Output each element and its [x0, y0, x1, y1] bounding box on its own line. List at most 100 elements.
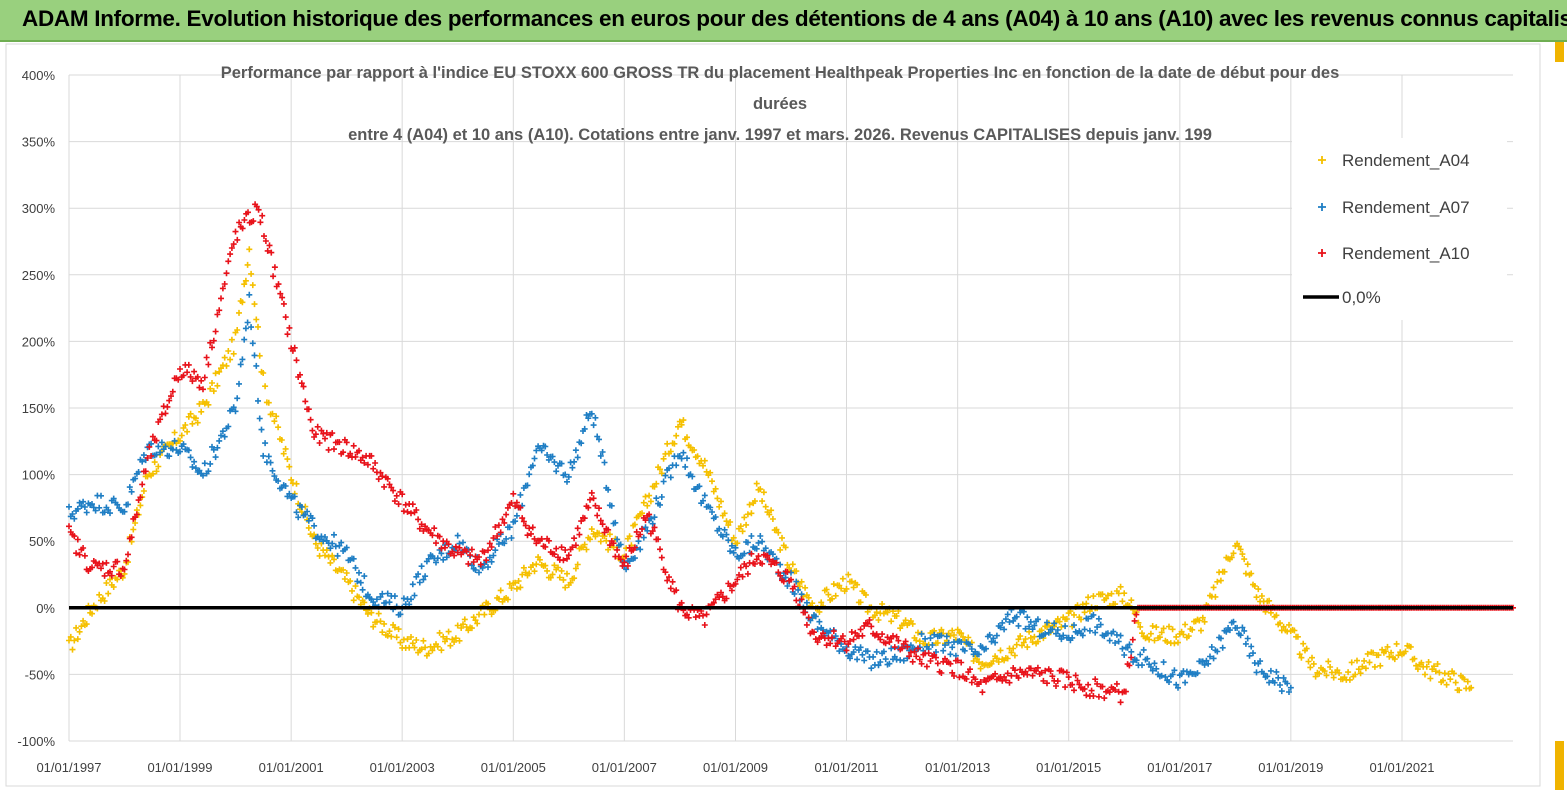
data-point — [1027, 665, 1034, 672]
data-point — [760, 489, 767, 496]
data-point — [1153, 624, 1160, 631]
data-point — [671, 440, 678, 447]
data-point — [1008, 649, 1015, 656]
data-point — [850, 649, 857, 656]
data-point — [291, 493, 298, 500]
data-point — [1271, 679, 1278, 686]
data-point — [241, 217, 248, 223]
data-point — [142, 468, 149, 475]
data-point — [1101, 695, 1108, 702]
data-point — [529, 524, 536, 531]
data-point — [384, 590, 391, 597]
data-point — [269, 467, 276, 474]
data-point — [212, 454, 219, 461]
data-point — [564, 555, 570, 562]
data-point — [192, 415, 199, 422]
data-point — [309, 515, 316, 522]
data-point — [218, 432, 224, 439]
data-point — [98, 565, 104, 572]
data-point — [1094, 680, 1101, 687]
data-point — [1088, 687, 1095, 694]
data-point — [171, 437, 178, 444]
data-point — [340, 449, 347, 456]
data-point — [578, 518, 585, 525]
data-point — [1034, 664, 1041, 671]
data-point — [900, 657, 907, 664]
corner-mark-top-right — [1555, 42, 1564, 62]
data-point — [902, 638, 909, 645]
data-point — [596, 530, 602, 537]
data-point — [667, 448, 674, 455]
data-point — [1146, 636, 1153, 643]
data-point — [983, 678, 989, 685]
data-point — [98, 492, 104, 499]
data-point — [223, 362, 230, 369]
data-point — [803, 621, 810, 628]
data-point — [1133, 611, 1140, 618]
data-point — [1286, 689, 1292, 695]
data-point — [485, 564, 491, 571]
data-point — [468, 562, 475, 569]
data-point — [716, 525, 723, 532]
data-point — [415, 571, 422, 578]
data-point — [605, 546, 612, 553]
data-point — [1450, 670, 1457, 677]
data-point — [420, 528, 427, 534]
data-point — [168, 393, 174, 400]
data-point — [153, 437, 160, 444]
data-point — [816, 618, 823, 625]
data-point — [972, 676, 979, 683]
data-point — [990, 635, 997, 642]
data-point — [667, 474, 674, 481]
data-point — [364, 591, 371, 598]
data-point — [572, 542, 579, 549]
data-point — [680, 449, 687, 456]
data-point — [684, 611, 690, 618]
data-point — [461, 616, 468, 623]
data-point — [148, 453, 155, 459]
data-point — [169, 388, 176, 395]
data-point — [80, 617, 87, 624]
data-point — [418, 521, 425, 528]
data-point — [413, 507, 420, 513]
data-point — [1113, 680, 1120, 687]
data-point — [205, 468, 212, 475]
data-point — [513, 499, 520, 506]
data-point — [92, 559, 99, 566]
legend-box — [1292, 138, 1507, 320]
data-point — [816, 608, 823, 615]
data-point — [947, 651, 954, 658]
data-point — [542, 562, 549, 569]
data-point — [1149, 623, 1156, 629]
data-point — [1047, 668, 1054, 675]
data-point — [997, 624, 1004, 631]
data-point — [207, 460, 214, 467]
data-point — [651, 524, 658, 531]
data-point — [1128, 597, 1135, 604]
data-point — [1108, 590, 1115, 597]
data-point — [644, 527, 651, 534]
data-point — [242, 277, 249, 284]
data-point — [1221, 568, 1228, 575]
data-point — [201, 460, 208, 467]
data-point — [696, 483, 703, 490]
data-point — [1182, 621, 1189, 628]
data-point — [1171, 667, 1178, 674]
data-point — [850, 584, 857, 591]
data-point — [361, 459, 368, 466]
data-point — [1011, 667, 1018, 674]
data-point — [796, 583, 803, 590]
data-point — [248, 324, 255, 331]
data-point — [1001, 626, 1008, 633]
data-point — [852, 644, 859, 651]
data-point — [956, 674, 963, 681]
data-point — [515, 578, 522, 584]
data-point — [305, 517, 312, 524]
data-point — [1241, 556, 1248, 563]
data-point — [420, 576, 427, 583]
data-point — [476, 611, 482, 618]
data-point — [741, 514, 748, 521]
data-point — [1147, 664, 1154, 670]
data-point — [755, 553, 762, 560]
data-point — [255, 397, 261, 404]
